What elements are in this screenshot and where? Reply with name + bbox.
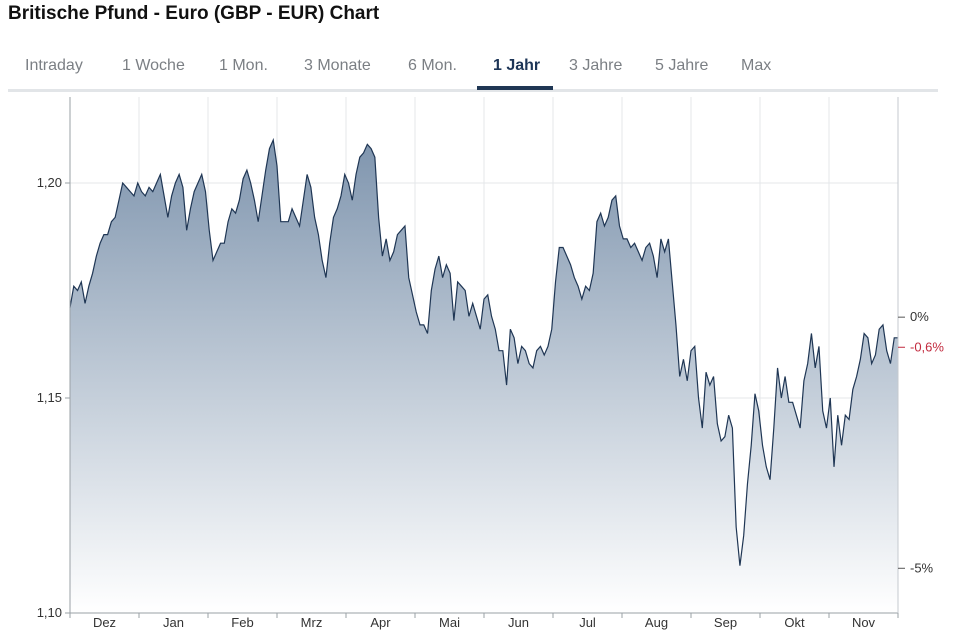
y-axis-ticks: 1,10 1,15 1,20 bbox=[37, 175, 62, 620]
x-tick-label: Aug bbox=[645, 615, 668, 630]
price-chart: 1,10 1,15 1,20 0% -0,6% -5% Dez Jan Feb Mrz Apr M… bbox=[37, 97, 944, 630]
right-tick-label: -0,6% bbox=[910, 339, 944, 354]
tab-1-woche[interactable]: 1 Woche bbox=[122, 57, 185, 74]
price-area bbox=[70, 140, 898, 613]
x-tick-label: Okt bbox=[784, 615, 805, 630]
tab-max[interactable]: Max bbox=[741, 57, 772, 74]
active-tab-indicator bbox=[477, 86, 553, 90]
y-tick-label: 1,20 bbox=[37, 175, 62, 190]
x-tick-label: Jan bbox=[163, 615, 184, 630]
tab-1-mon[interactable]: 1 Mon. bbox=[219, 57, 268, 74]
right-axis-ticks: 0% -0,6% -5% bbox=[898, 309, 944, 575]
x-tick-label: Mai bbox=[439, 615, 460, 630]
y-tick-label: 1,10 bbox=[37, 605, 62, 620]
tab-3-jahre[interactable]: 3 Jahre bbox=[569, 57, 623, 74]
chart-axes bbox=[65, 97, 899, 618]
right-tick-label: -5% bbox=[910, 560, 934, 575]
timeframe-tabs: Intraday 1 Woche 1 Mon. 3 Monate 6 Mon. … bbox=[8, 53, 938, 92]
x-tick-label: Feb bbox=[231, 615, 253, 630]
right-tick-label: 0% bbox=[910, 309, 929, 324]
tab-1-jahr[interactable]: 1 Jahr bbox=[493, 57, 541, 74]
x-tick-label: Jul bbox=[579, 615, 596, 630]
tab-6-mon[interactable]: 6 Mon. bbox=[408, 57, 457, 74]
x-tick-label: Mrz bbox=[301, 615, 323, 630]
x-tick-label: Sep bbox=[714, 615, 737, 630]
tab-5-jahre[interactable]: 5 Jahre bbox=[655, 57, 709, 74]
x-axis-ticks: Dez Jan Feb Mrz Apr Mai Jun Jul Aug Sep Okt Nov bbox=[93, 615, 876, 630]
tab-intraday[interactable]: Intraday bbox=[25, 57, 83, 74]
x-tick-label: Jun bbox=[508, 615, 529, 630]
x-tick-label: Dez bbox=[93, 615, 116, 630]
x-tick-label: Nov bbox=[852, 615, 876, 630]
tab-3-monate[interactable]: 3 Monate bbox=[304, 57, 371, 74]
x-tick-label: Apr bbox=[370, 615, 391, 630]
chart-title: Britische Pfund - Euro (GBP - EUR) Chart bbox=[8, 3, 380, 24]
price-line bbox=[69, 137, 898, 566]
y-tick-label: 1,15 bbox=[37, 390, 62, 405]
